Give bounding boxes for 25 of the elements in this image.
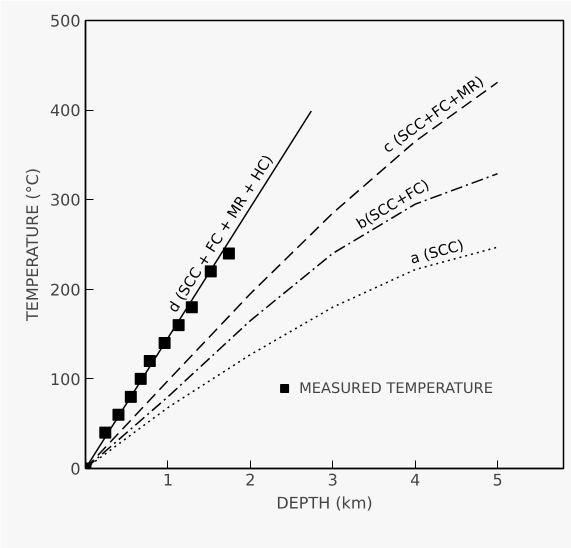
x-tick-label: 2 [245,470,256,490]
point [222,247,235,260]
x-tick-label: 1 [162,470,174,490]
y-tick-label: 200 [50,280,81,300]
point [124,390,137,403]
x-tick-label: 3 [328,470,338,490]
x-axis-title: DEPTH (km) [276,494,373,512]
point [186,301,198,314]
y-axis-title: TEMPERATURE (°C) [22,168,42,322]
y-tick-label: 100 [50,370,81,389]
point [134,372,147,385]
y-tick-label: 500 [50,12,81,30]
y-tick-label: 300 [50,190,81,210]
y-tick-label: 400 [50,101,81,120]
x-tick-label: 5 [492,470,503,490]
point [172,319,185,332]
point [158,337,171,350]
point [144,354,156,367]
y-tick-label: 0 [70,460,81,478]
text: a (SCC) [408,236,466,268]
x-tick-label: 4 [410,470,420,490]
point [204,265,217,278]
legend-label: MEASURED TEMPERATURE [299,380,493,396]
point [99,426,112,439]
point [112,408,124,421]
